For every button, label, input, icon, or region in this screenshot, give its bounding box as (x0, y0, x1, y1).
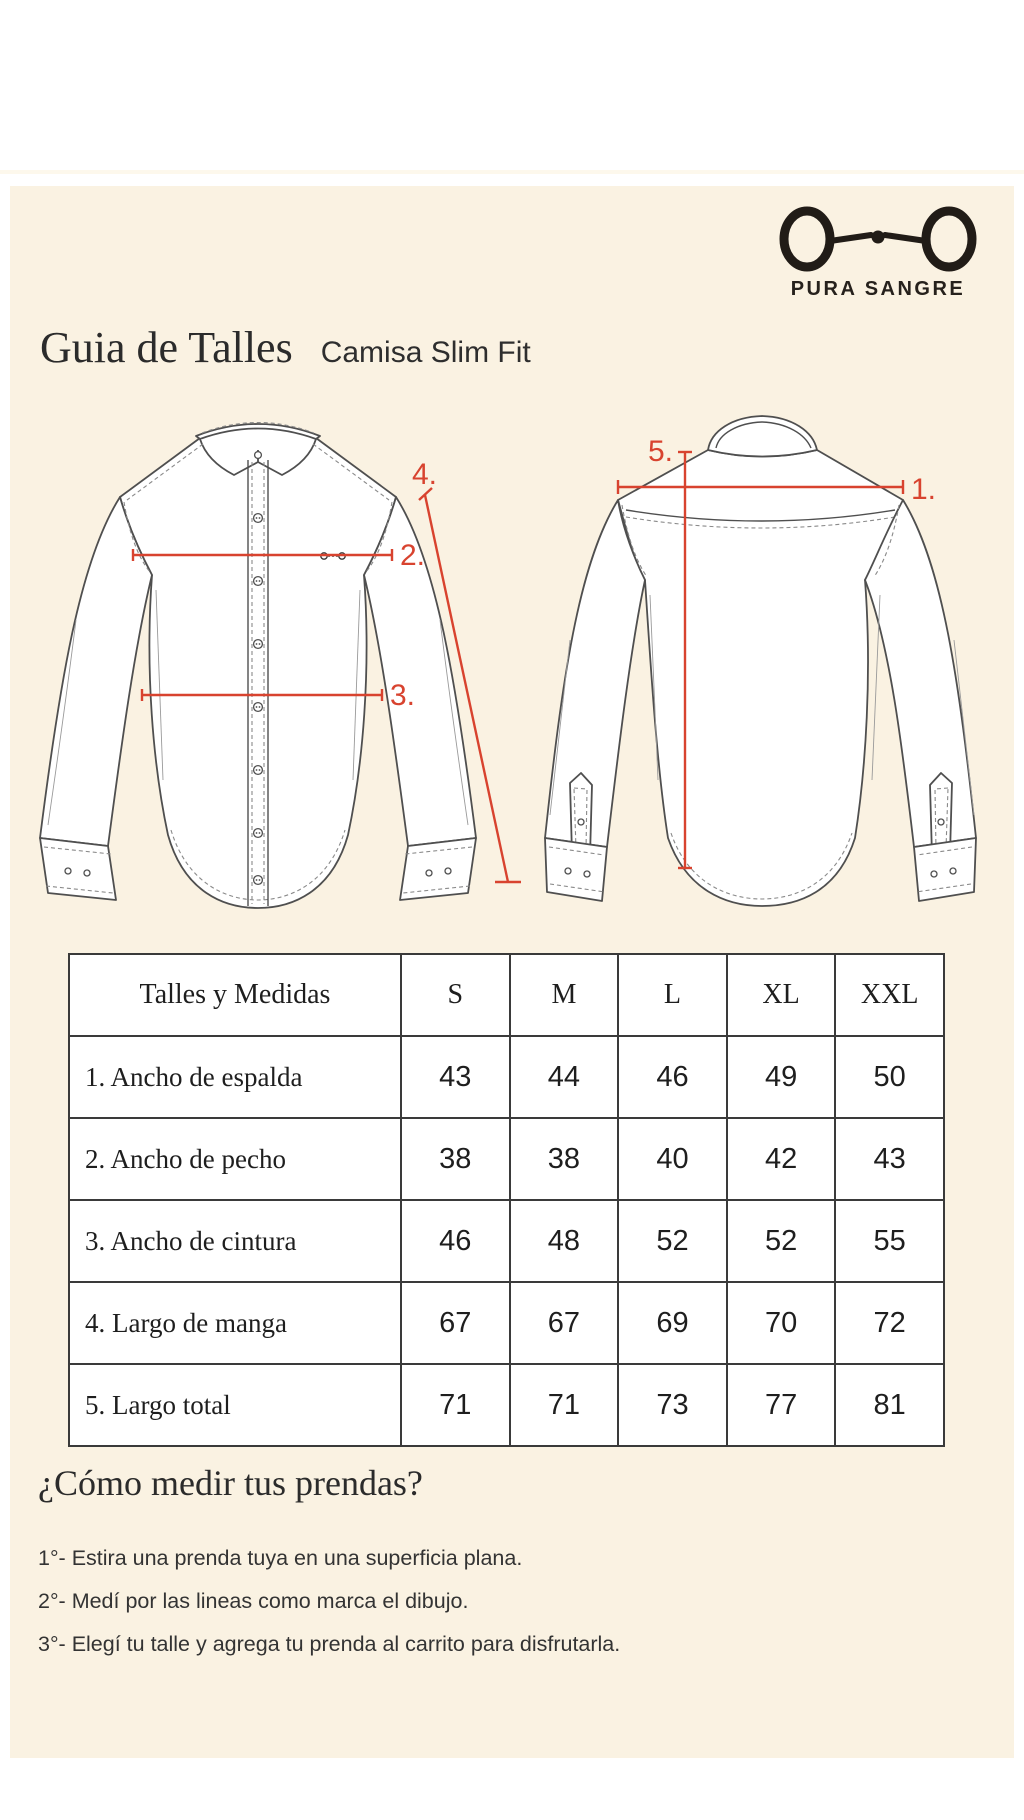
size-value: 73 (617, 1363, 728, 1447)
size-value: 72 (834, 1281, 945, 1365)
table-row: 4. Largo de manga 67 67 69 70 72 (68, 1281, 945, 1365)
size-value: 69 (617, 1281, 728, 1365)
size-value: 43 (400, 1035, 511, 1119)
table-row: 3. Ancho de cintura 46 48 52 52 55 (68, 1199, 945, 1283)
page-title: Guia de Talles (40, 323, 293, 372)
howto-step-2: 2°- Medí por las lineas como marca el di… (38, 1588, 469, 1613)
table-row: 5. Largo total 71 71 73 77 81 (68, 1363, 945, 1447)
row-label: 4. Largo de manga (68, 1281, 402, 1365)
measure-label-5: 5. (648, 435, 673, 468)
size-value: 46 (617, 1035, 728, 1119)
size-value: 44 (508, 1035, 620, 1119)
brand-name: PURA SANGRE (790, 278, 966, 300)
size-value: 71 (508, 1363, 620, 1447)
size-value: 52 (617, 1199, 728, 1283)
table-row: 2. Ancho de pecho 38 38 40 42 43 (68, 1117, 945, 1201)
howto-heading: ¿Cómo medir tus prendas? (38, 1463, 423, 1503)
row-label: 5. Largo total (68, 1363, 402, 1447)
size-value: 38 (400, 1117, 511, 1201)
row-label: 1. Ancho de espalda (68, 1035, 402, 1119)
table-row: 1. Ancho de espalda 43 44 46 49 50 (68, 1035, 945, 1119)
row-label: 2. Ancho de pecho (68, 1117, 402, 1201)
col-header-m: M (508, 953, 620, 1037)
size-value: 67 (508, 1281, 620, 1365)
brand-logo: PURA SANGRE (772, 202, 984, 301)
col-header-medidas: Talles y Medidas (68, 953, 402, 1037)
shirt-diagram: 2. 3. 4. 1. 5. (39, 415, 977, 909)
size-value: 52 (725, 1199, 837, 1283)
front-buttons (252, 512, 264, 886)
size-value: 38 (508, 1117, 620, 1201)
size-table: Talles y Medidas S M L XL XXL 1. Ancho d… (68, 953, 945, 1447)
size-value: 67 (400, 1281, 511, 1365)
col-header-l: L (617, 953, 728, 1037)
size-value: 81 (834, 1363, 945, 1447)
size-value: 55 (834, 1199, 945, 1283)
size-value: 43 (834, 1117, 945, 1201)
measure-label-3: 3. (390, 679, 415, 712)
size-value: 42 (725, 1117, 837, 1201)
howto-step-1: 1°- Estira una prenda tuya en una superf… (38, 1545, 523, 1570)
back-shirt-drawing (544, 415, 977, 907)
table-header-row: Talles y Medidas S M L XL XXL (68, 953, 945, 1037)
howto-step-3: 3°- Elegí tu talle y agrega tu prenda al… (38, 1631, 621, 1656)
measure-label-2: 2. (400, 539, 425, 572)
col-header-s: S (400, 953, 511, 1037)
size-value: 46 (400, 1199, 511, 1283)
size-value: 48 (508, 1199, 620, 1283)
measure-label-1: 1. (911, 473, 936, 506)
col-header-xxl: XXL (834, 953, 945, 1037)
title-row: Guia de Talles Camisa Slim Fit (40, 322, 531, 373)
size-value: 70 (725, 1281, 837, 1365)
size-value: 40 (617, 1117, 728, 1201)
size-value: 50 (834, 1035, 945, 1119)
front-shirt-drawing (39, 422, 477, 909)
size-value: 71 (400, 1363, 511, 1447)
measurement-lines: 2. 3. 4. 1. 5. (131, 435, 936, 884)
size-value: 77 (725, 1363, 837, 1447)
size-value: 49 (725, 1035, 837, 1119)
col-header-xl: XL (725, 953, 837, 1037)
page-subtitle: Camisa Slim Fit (320, 336, 531, 369)
row-label: 3. Ancho de cintura (68, 1199, 402, 1283)
measure-label-4: 4. (412, 458, 437, 491)
top-divider (0, 170, 1024, 174)
horse-bit-icon (779, 206, 977, 272)
